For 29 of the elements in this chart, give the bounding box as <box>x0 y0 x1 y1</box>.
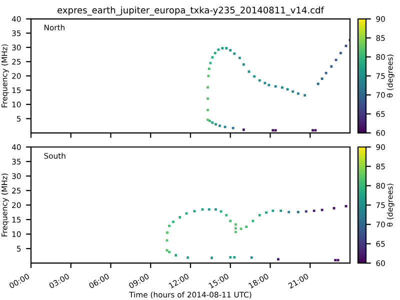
point <box>296 92 300 95</box>
point <box>274 85 277 88</box>
point <box>245 226 248 228</box>
point <box>207 74 210 78</box>
point <box>304 210 308 213</box>
point <box>324 72 328 74</box>
point <box>211 56 214 59</box>
chart-title: expres_earth_jupiter_europa_txka-y235_20140811_v14.cdf <box>58 6 324 16</box>
point <box>272 129 274 132</box>
point <box>224 126 226 128</box>
point <box>316 82 320 86</box>
point <box>214 52 216 54</box>
point <box>208 208 210 211</box>
point <box>238 56 241 60</box>
point <box>209 62 212 64</box>
point <box>339 52 342 54</box>
point <box>250 256 253 259</box>
point <box>292 90 294 93</box>
point <box>312 210 316 212</box>
point <box>233 52 236 55</box>
point <box>274 129 277 132</box>
point <box>217 48 220 51</box>
point <box>334 258 337 262</box>
point <box>211 121 214 124</box>
point <box>272 210 274 212</box>
point <box>186 256 190 259</box>
point <box>220 210 222 213</box>
point <box>314 129 317 132</box>
point <box>280 210 282 212</box>
